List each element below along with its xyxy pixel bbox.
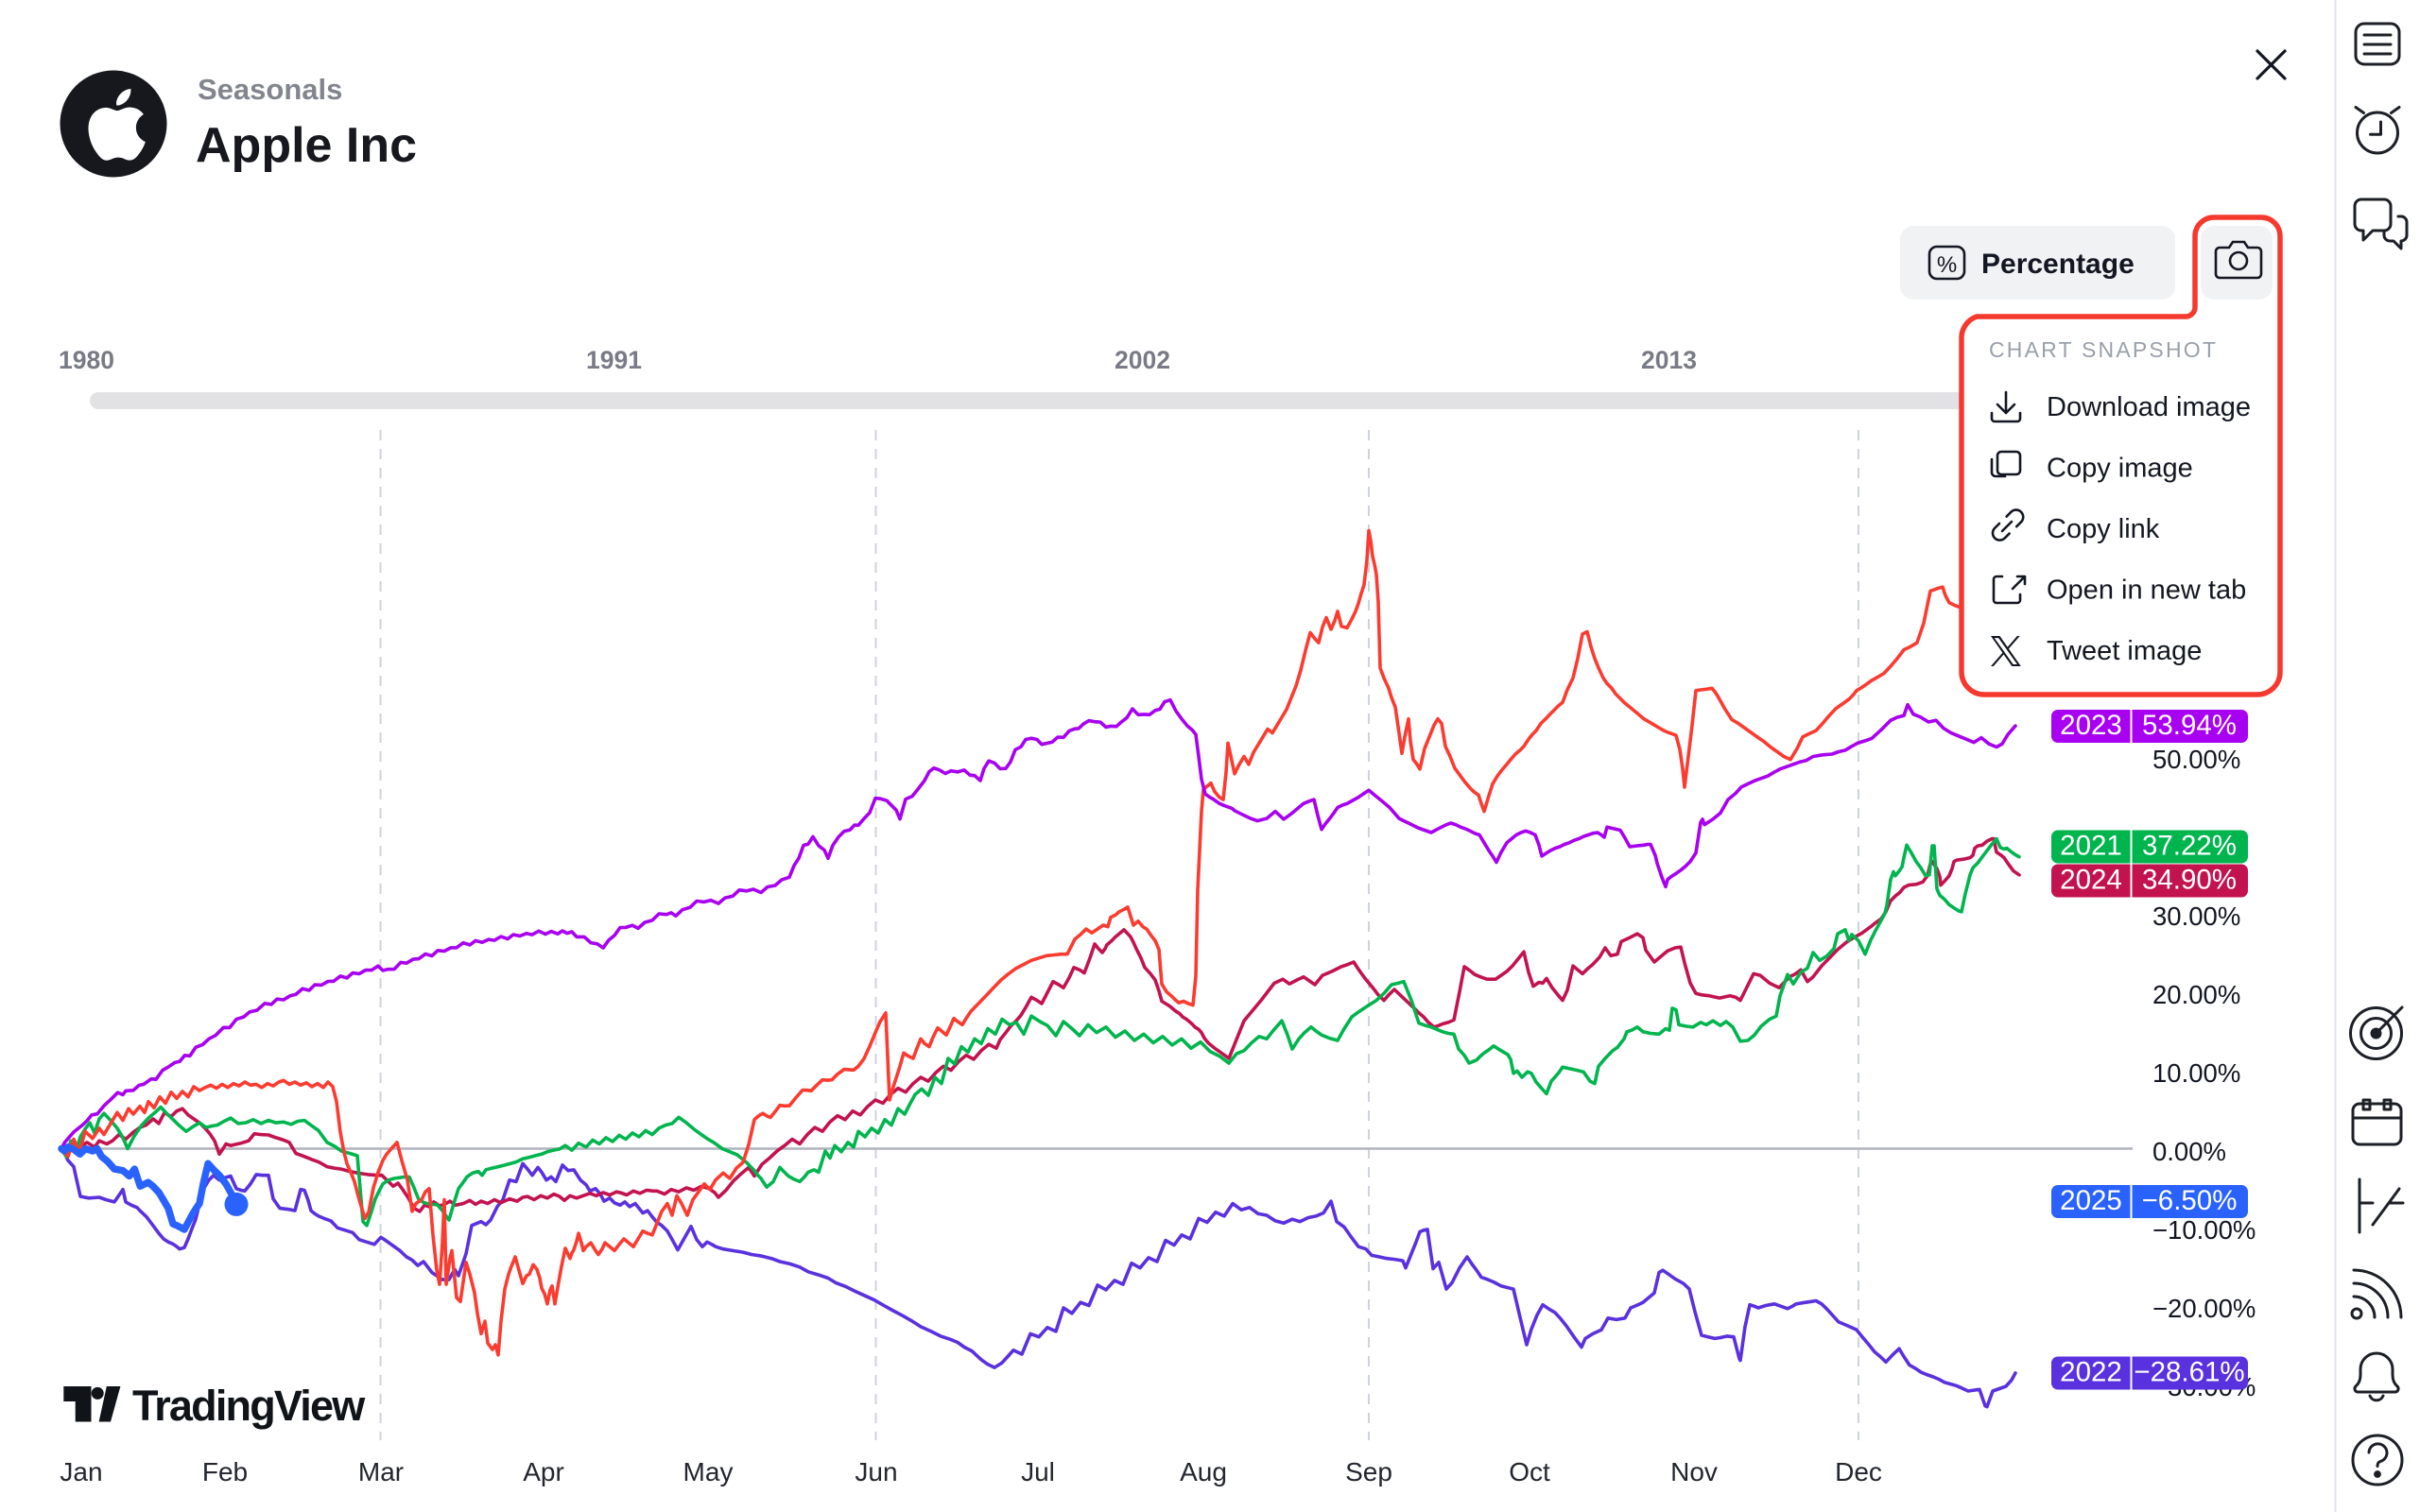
- svg-text:Copy link: Copy link: [2047, 514, 2160, 544]
- svg-text:Apple Inc: Apple Inc: [196, 118, 417, 173]
- svg-text:Oct: Oct: [1509, 1457, 1550, 1486]
- svg-text:TradingView: TradingView: [132, 1382, 366, 1430]
- svg-text:Tweet image: Tweet image: [2047, 636, 2202, 666]
- svg-text:34.90%: 34.90%: [2142, 865, 2237, 896]
- svg-text:Apr: Apr: [523, 1457, 564, 1486]
- svg-text:−20.00%: −20.00%: [2152, 1294, 2256, 1323]
- svg-text:Dec: Dec: [1835, 1457, 1882, 1486]
- svg-text:2022: 2022: [2060, 1357, 2122, 1388]
- svg-text:2023: 2023: [2060, 710, 2122, 741]
- svg-text:Feb: Feb: [202, 1457, 248, 1486]
- svg-text:−6.50%: −6.50%: [2142, 1185, 2238, 1216]
- svg-text:1980: 1980: [59, 346, 114, 374]
- svg-text:53.94%: 53.94%: [2142, 710, 2237, 741]
- svg-text:0.00%: 0.00%: [2152, 1137, 2226, 1166]
- svg-text:2021: 2021: [2060, 831, 2122, 862]
- svg-text:2002: 2002: [1115, 346, 1170, 374]
- svg-text:37.22%: 37.22%: [2142, 831, 2237, 862]
- svg-text:Jun: Jun: [855, 1457, 897, 1486]
- svg-text:Sep: Sep: [1345, 1457, 1392, 1486]
- svg-text:−28.61%: −28.61%: [2134, 1357, 2244, 1388]
- svg-text:May: May: [683, 1457, 734, 1486]
- svg-text:2013: 2013: [1641, 346, 1697, 374]
- svg-text:Download image: Download image: [2047, 392, 2251, 422]
- svg-text:2024: 2024: [2060, 865, 2122, 896]
- svg-text:%: %: [1937, 252, 1957, 278]
- svg-text:Percentage: Percentage: [1981, 249, 2135, 280]
- svg-text:Nov: Nov: [1670, 1457, 1718, 1486]
- svg-text:30.00%: 30.00%: [2152, 902, 2240, 931]
- svg-text:Jul: Jul: [1021, 1457, 1055, 1486]
- svg-text:20.00%: 20.00%: [2152, 980, 2240, 1009]
- svg-text:−10.00%: −10.00%: [2152, 1215, 2256, 1245]
- svg-text:2025: 2025: [2060, 1185, 2122, 1216]
- svg-text:Aug: Aug: [1180, 1457, 1227, 1486]
- svg-text:Jan: Jan: [60, 1457, 102, 1486]
- svg-text:50.00%: 50.00%: [2152, 745, 2240, 774]
- svg-text:CHART SNAPSHOT: CHART SNAPSHOT: [1989, 337, 2218, 362]
- svg-text:Copy image: Copy image: [2047, 454, 2193, 484]
- svg-text:Open in new tab: Open in new tab: [2047, 576, 2246, 606]
- svg-text:10.00%: 10.00%: [2152, 1058, 2240, 1088]
- svg-text:1991: 1991: [586, 346, 642, 374]
- svg-text:Mar: Mar: [358, 1457, 404, 1486]
- svg-text:Seasonals: Seasonals: [198, 73, 342, 106]
